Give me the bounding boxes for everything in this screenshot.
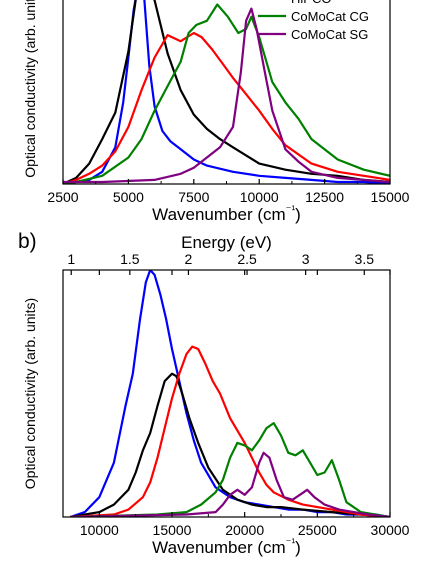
x-tick-label: 10000 [80,522,119,538]
y-axis-label: Optical conductivity (arb. units) [22,298,38,489]
series-line-2 [63,31,390,184]
x-tick-label: 7500 [178,189,209,205]
legend-label-2: CoMoCat SG [291,27,368,42]
series-line-2 [70,345,390,517]
x-tick-label: 12500 [305,189,344,205]
series-line-0 [69,270,390,517]
panel-b: 10000 15000 20000 25000 30000 Wavenumber (cm⁻… [22,233,410,557]
series-line-0 [63,0,390,184]
x2-tick-label: 3 [302,251,310,267]
series-line-1 [70,372,390,517]
x-axis-label-main: Wavenumber (cm [152,205,286,224]
x-tick-label: 20000 [225,522,264,538]
x2-tick-label: 3.5 [355,251,375,267]
x2-tick-label: 1 [67,251,75,267]
legend-label-1: CoMoCat CG [291,9,369,24]
x-tick-label: 10000 [240,189,279,205]
x-tick-label: 5000 [113,189,144,205]
x-tick-label: 15000 [371,189,410,205]
series-line-3 [70,422,390,517]
x-axis-label-end: ) [295,205,301,224]
x-axis-label-sup: ⁻¹ [286,204,296,216]
plot-frame [62,269,391,518]
series-line-4 [63,7,390,184]
series-line-4 [70,451,390,517]
x2-axis-label: Energy (eV) [181,233,272,252]
series-group [69,270,390,517]
series-line-3 [63,3,390,184]
x-tick-label: 30000 [371,522,410,538]
panel-a: 2500 5000 7500 10000 12500 15000 Wavenumber (c… [22,0,410,224]
x-tick-label: 2500 [47,189,78,205]
x-axis-label-main: Wavenumber (cm [152,538,286,557]
legend-label-0: HiPCO [291,0,331,6]
x-tick-label: 15000 [153,522,192,538]
x2-tick-label: 2 [185,251,193,267]
panel-b-label: b) [18,230,37,253]
x-axis-label-end: ) [295,538,301,557]
y-axis-label: Optical conductivity (arb. units) [22,0,38,178]
x-axis-label: Wavenumber (cm⁻¹) [152,204,301,224]
x-tick-label: 25000 [298,522,337,538]
x-axis-label: Wavenumber (cm⁻¹) [152,537,301,557]
x2-tick-label: 1.5 [120,251,140,267]
x-axis-label-sup: ⁻¹ [286,537,296,549]
series-group [63,0,390,184]
x2-tick-label: 2.5 [237,251,257,267]
series-line-1 [63,0,390,184]
